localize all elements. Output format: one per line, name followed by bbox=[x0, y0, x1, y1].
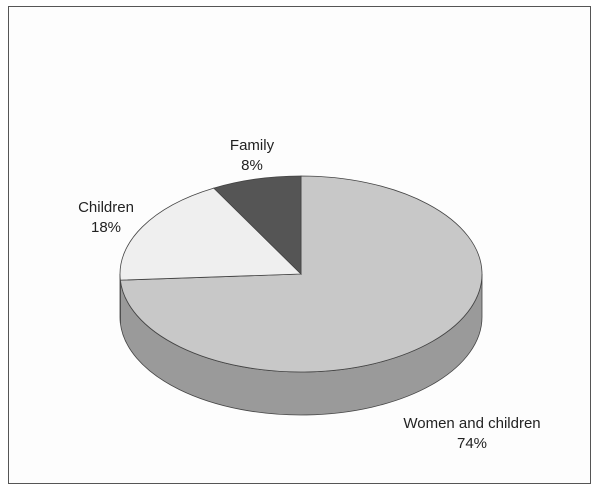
slice-value-family: 8% bbox=[241, 157, 263, 174]
slice-label-children: Children bbox=[78, 199, 134, 216]
pie-slice-children bbox=[119, 187, 302, 281]
pie-slice-family bbox=[213, 175, 302, 275]
slice-label-women-and-children: Women and children bbox=[403, 415, 540, 432]
slice-label-family: Family bbox=[230, 137, 275, 154]
slice-value-women-and-children: 74% bbox=[457, 435, 487, 452]
pie-slices bbox=[119, 175, 483, 373]
slice-value-children: 18% bbox=[91, 219, 121, 236]
slice-labels: Family 8% Children 18% Women and childre… bbox=[78, 137, 541, 452]
